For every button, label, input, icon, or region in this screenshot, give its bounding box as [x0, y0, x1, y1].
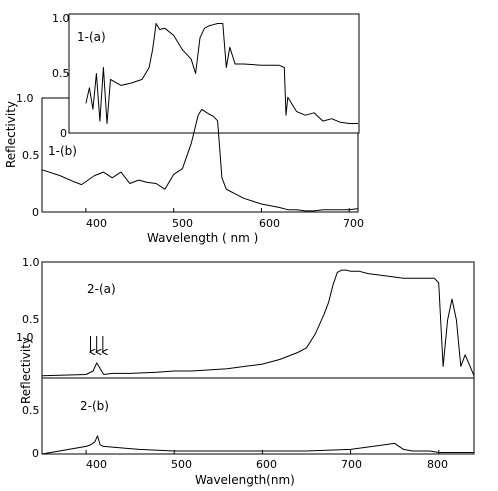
chart2-xtick-600: 600	[256, 458, 277, 471]
chart1-ytick-05: 0.5	[22, 149, 40, 162]
chart2-b-ytick-05: 0.5	[22, 404, 40, 417]
chart2-xtick-700: 700	[341, 458, 362, 471]
chart2-panel-b-label: 2-(b)	[80, 399, 109, 413]
chart1-series-b-line	[41, 108, 359, 212]
chart1-ytick-1: 1.0	[16, 92, 34, 105]
chart1-inset-ytick-0: 0	[60, 127, 67, 140]
chart1-inset-ytick-05: 0.5	[52, 67, 70, 80]
chart2-a-ytick-1: 1.0	[22, 256, 40, 269]
chart1-xtick-600: 600	[259, 217, 280, 230]
chart2-panel-a-label: 2-(a)	[87, 282, 116, 296]
chart1-xtick-400: 400	[86, 217, 107, 230]
chart2-b-ytick-1: 1.0	[16, 331, 34, 344]
chart1-ytick-0: 0	[32, 206, 39, 219]
chart1-ylabel: Reflectivity	[4, 101, 18, 168]
chart2-series-a-line	[41, 269, 475, 377]
chart2-xtick-400: 400	[86, 458, 107, 471]
chart2-series-b-line	[41, 435, 474, 455]
chart2-xlabel: Wavelength(nm)	[195, 473, 295, 487]
chart2-b-ytick-0: 0	[32, 447, 39, 460]
chart1-inset-frame	[68, 13, 360, 134]
chart1-xtick-500: 500	[172, 217, 193, 230]
chart1-xlabel: Wavelength ( nm )	[147, 231, 258, 245]
chart2-xtick-500: 500	[171, 458, 192, 471]
chart1-panel-a-label: 1-(a)	[77, 30, 106, 44]
chart1-inset-ytick-1: 1.0	[52, 12, 70, 25]
chart1-series-a-line	[85, 23, 358, 124]
chart2-xtick-800: 800	[427, 458, 448, 471]
chart1-xtick-700: 700	[343, 217, 364, 230]
chart2-frame	[41, 261, 475, 455]
chart2-ylabel: Reflectivity	[19, 337, 33, 404]
chart1-panel-b-label: 1-(b)	[48, 144, 77, 158]
chart2-a-ytick-05: 0.5	[22, 313, 40, 326]
